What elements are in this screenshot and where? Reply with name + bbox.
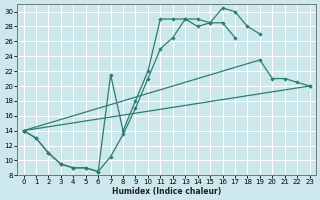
X-axis label: Humidex (Indice chaleur): Humidex (Indice chaleur) (112, 187, 221, 196)
